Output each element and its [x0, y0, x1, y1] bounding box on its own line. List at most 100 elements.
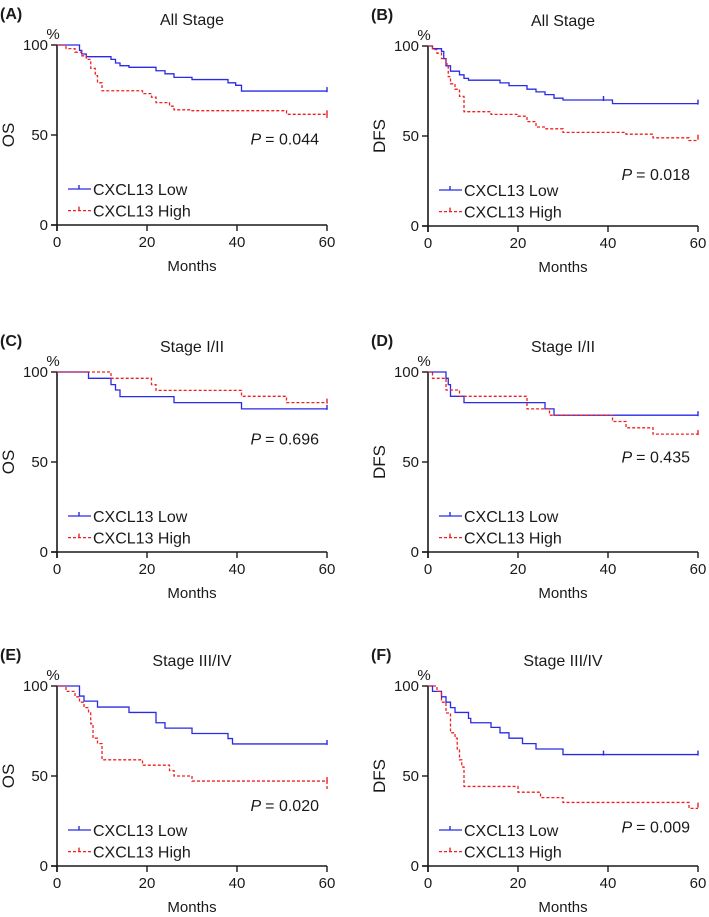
series-line-high: [428, 371, 698, 435]
x-tick-label: 20: [139, 561, 156, 578]
legend-label-low: CXCL13 Low: [93, 182, 188, 199]
y-axis-label: DFS: [370, 119, 389, 153]
p-value: P = 0.696: [251, 432, 320, 449]
series-line-high: [428, 45, 698, 142]
p-value-number: = 0.435: [636, 450, 690, 467]
y-unit-label: %: [417, 27, 430, 44]
legend-label-high: CXCL13 High: [464, 845, 562, 862]
chart-title: Stage I/II: [531, 339, 595, 356]
p-value-number: = 0.020: [265, 798, 319, 815]
x-tick-label: 0: [424, 561, 432, 578]
x-tick-label: 40: [600, 561, 617, 578]
x-tick-label: 20: [139, 234, 156, 251]
p-value: P = 0.018: [622, 167, 691, 184]
x-axis-label: Months: [167, 258, 216, 275]
y-tick-label: 0: [411, 858, 419, 875]
x-tick-label: 40: [229, 561, 246, 578]
x-tick-label: 0: [53, 875, 61, 892]
x-axis-label: Months: [538, 585, 587, 602]
series-line-low: [428, 371, 698, 416]
legend-label-high: CXCL13 High: [93, 204, 191, 221]
legend-label-low: CXCL13 Low: [93, 509, 188, 526]
p-value-symbol: P: [622, 819, 633, 836]
y-unit-label: %: [46, 26, 59, 43]
panel-letter: (B): [371, 7, 393, 24]
x-tick-label: 20: [510, 875, 527, 892]
x-tick-label: 0: [424, 875, 432, 892]
x-axis-label: Months: [538, 899, 587, 916]
y-tick-label: 50: [31, 127, 48, 144]
legend-label-high: CXCL13 High: [93, 845, 191, 862]
y-tick-label: 0: [40, 544, 48, 561]
y-tick-label: 100: [23, 678, 48, 695]
legend-label-high: CXCL13 High: [464, 531, 562, 548]
x-tick-label: 40: [229, 234, 246, 251]
y-tick-label: 0: [40, 217, 48, 234]
panel-letter: (D): [371, 333, 393, 350]
p-value-number: = 0.009: [636, 819, 690, 836]
y-tick-label: 100: [23, 364, 48, 381]
x-tick-label: 40: [229, 875, 246, 892]
series-line-low: [57, 371, 327, 410]
chart-panel-f: (F) Stage III/IV% DFS Months 0 50 100 0 20 40 60 CX…: [370, 647, 706, 916]
p-value-number: = 0.044: [265, 132, 319, 149]
chart-title: Stage I/II: [160, 339, 224, 356]
series-line-high: [57, 685, 328, 791]
p-value-number: = 0.018: [636, 167, 690, 184]
chart-title: All Stage: [531, 13, 595, 30]
x-tick-label: 60: [690, 561, 707, 578]
x-tick-label: 60: [319, 561, 336, 578]
panel-letter: (F): [371, 647, 391, 664]
y-axis-label: OS: [0, 123, 18, 148]
y-unit-label: %: [46, 353, 59, 370]
y-tick-label: 50: [31, 454, 48, 471]
y-axis-label: OS: [0, 450, 18, 475]
y-tick-label: 50: [31, 768, 48, 785]
legend-label-low: CXCL13 Low: [464, 183, 559, 200]
p-value: P = 0.020: [251, 798, 320, 815]
chart-panel-e: (E) Stage III/IV% OS Months 0 50 100 0 20 40 60 CXC…: [0, 647, 335, 916]
y-tick-label: 50: [402, 454, 419, 471]
p-value: P = 0.009: [622, 819, 691, 836]
x-tick-label: 60: [319, 234, 336, 251]
y-tick-label: 50: [402, 768, 419, 785]
y-axis-label: DFS: [370, 759, 389, 793]
chart-panel-b: (B) All Stage% DFS Months 0 50 100 0 20 40 60 CXCL1…: [370, 7, 706, 276]
p-value-number: = 0.696: [265, 432, 319, 449]
x-axis-label: Months: [538, 259, 587, 276]
chart-title: All Stage: [160, 12, 224, 29]
chart-panel-c: (C) Stage I/II% OS Months 0 50 100 0 20 40 60 CXCL1…: [0, 333, 335, 602]
y-tick-label: 50: [402, 128, 419, 145]
y-tick-label: 100: [394, 38, 419, 55]
y-unit-label: %: [417, 667, 430, 684]
p-value-symbol: P: [622, 167, 633, 184]
y-unit-label: %: [417, 353, 430, 370]
x-tick-label: 40: [600, 235, 617, 252]
y-tick-label: 100: [394, 678, 419, 695]
series-line-low: [428, 45, 698, 105]
panel-letter: (C): [0, 333, 22, 350]
legend-label-low: CXCL13 Low: [93, 823, 188, 840]
x-tick-label: 60: [690, 235, 707, 252]
p-value: P = 0.435: [622, 450, 691, 467]
p-value: P = 0.044: [251, 132, 320, 149]
series-line-high: [57, 371, 327, 404]
chart-title: Stage III/IV: [152, 653, 231, 670]
y-tick-label: 0: [411, 544, 419, 561]
series-line-low: [428, 685, 698, 756]
chart-panel-d: (D) Stage I/II% DFS Months 0 50 100 0 20 40 60 CXCL…: [370, 333, 706, 602]
x-tick-label: 20: [510, 235, 527, 252]
x-tick-label: 20: [510, 561, 527, 578]
y-axis-label: OS: [0, 764, 18, 789]
series-line-low: [57, 44, 327, 92]
series-line-high: [428, 685, 698, 810]
x-tick-label: 0: [424, 235, 432, 252]
y-unit-label: %: [46, 667, 59, 684]
x-axis-label: Months: [167, 899, 216, 916]
y-axis-label: DFS: [370, 445, 389, 479]
chart-panel-a: (A) All Stage% OS Months 0 50 100 0 20 40 60 CXCL13…: [0, 6, 335, 275]
series-line-low: [57, 685, 327, 745]
y-tick-label: 0: [40, 858, 48, 875]
y-tick-label: 100: [394, 364, 419, 381]
